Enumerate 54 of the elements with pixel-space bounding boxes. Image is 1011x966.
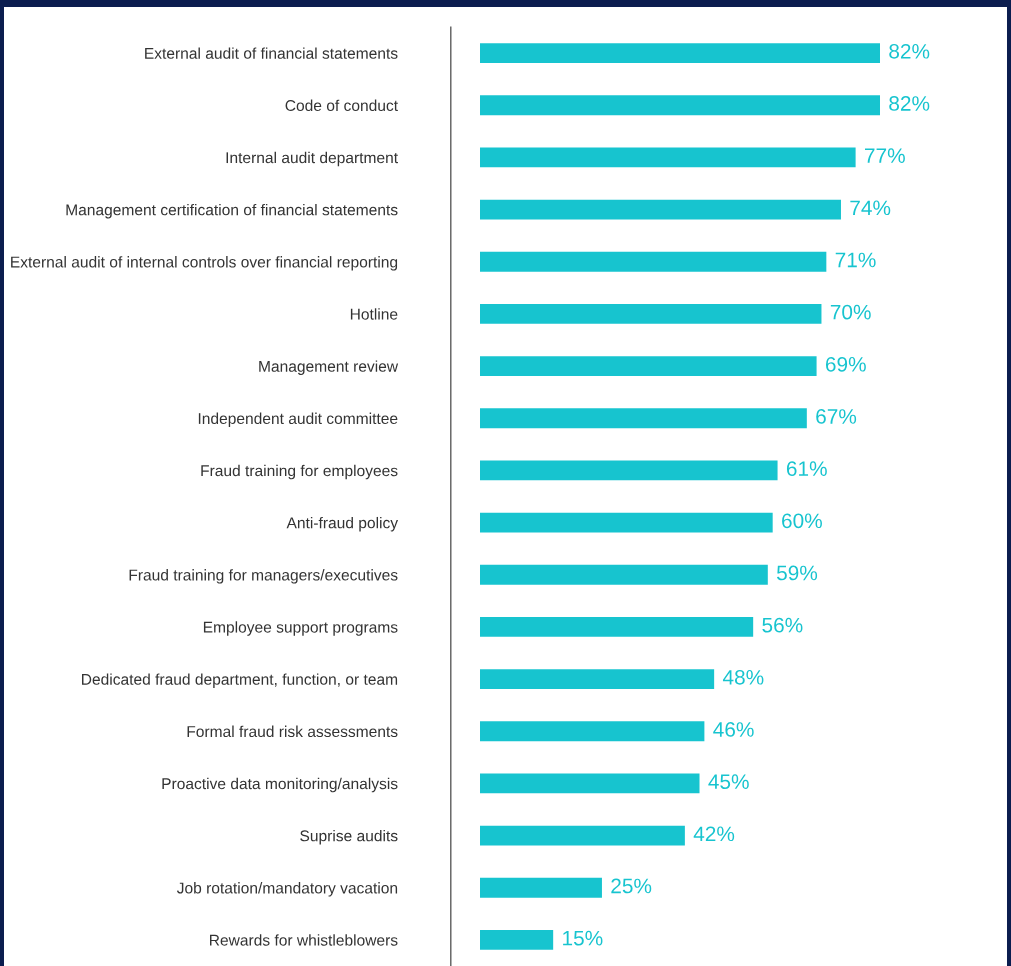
y-tick-label: Code of conduct — [285, 99, 398, 112]
y-tick-label: Management certification of financial statements — [66, 203, 398, 219]
y-tick-label: Anti-fraud policy — [286, 516, 399, 532]
bar — [480, 43, 880, 63]
bar — [480, 721, 705, 742]
bar — [480, 773, 700, 794]
data-label: 69% — [825, 356, 866, 372]
data-label: 56% — [762, 617, 803, 633]
y-tick-label: Employee support programs — [203, 621, 398, 636]
y-tick-label: Formal fraud risk assessments — [187, 725, 398, 738]
bar — [480, 825, 685, 846]
data-label: 46% — [713, 722, 754, 737]
bar — [480, 199, 841, 220]
bar — [480, 564, 768, 585]
data-label: 67% — [816, 409, 857, 424]
data-label: 59% — [776, 565, 818, 581]
data-label: 74% — [850, 200, 891, 216]
data-label: 61% — [786, 461, 827, 477]
y-tick-label: Suprise audits — [300, 829, 398, 845]
bar — [480, 304, 822, 324]
y-tick-label: Fraud training for employees — [201, 464, 398, 480]
data-label: 48% — [722, 669, 764, 685]
y-tick-label: Rewards for whistleblowers — [210, 934, 398, 946]
y-tick-label: Proactive data monitoring/analysis — [162, 777, 398, 793]
bar — [480, 617, 754, 637]
data-label: 70% — [830, 304, 871, 320]
y-tick-label: Dedicated fraud department, function, or team — [82, 673, 398, 688]
y-tick-label: Internal audit department — [226, 151, 398, 167]
data-label: 15% — [563, 930, 603, 946]
bar — [480, 147, 856, 168]
bar — [480, 95, 880, 116]
data-label: 71% — [835, 252, 876, 268]
bar — [480, 408, 807, 429]
y-tick-label: Management review — [259, 360, 399, 375]
data-label: 25% — [611, 878, 652, 894]
bar — [480, 930, 554, 950]
y-tick-label: Fraud training for managers/executives — [129, 569, 398, 584]
data-label: 60% — [782, 513, 822, 529]
bar — [480, 356, 817, 376]
y-tick-label: Job rotation/mandatory vacation — [176, 882, 398, 897]
bar — [480, 460, 778, 481]
y-tick-label: Hotline — [350, 308, 398, 320]
y-tick-label: Independent audit committee — [198, 412, 398, 428]
data-label: 42% — [693, 826, 735, 842]
data-label: 82% — [889, 43, 930, 59]
bar — [480, 669, 715, 689]
data-label: 45% — [708, 774, 749, 790]
data-label: 82% — [889, 96, 930, 111]
y-tick-label: External audit of financial statements — [145, 47, 398, 59]
y-tick-label: External audit of internal controls over financial reporting — [11, 256, 398, 271]
data-label: 77% — [865, 148, 905, 163]
bar — [480, 512, 773, 533]
bar — [480, 877, 602, 898]
bar — [480, 251, 827, 272]
